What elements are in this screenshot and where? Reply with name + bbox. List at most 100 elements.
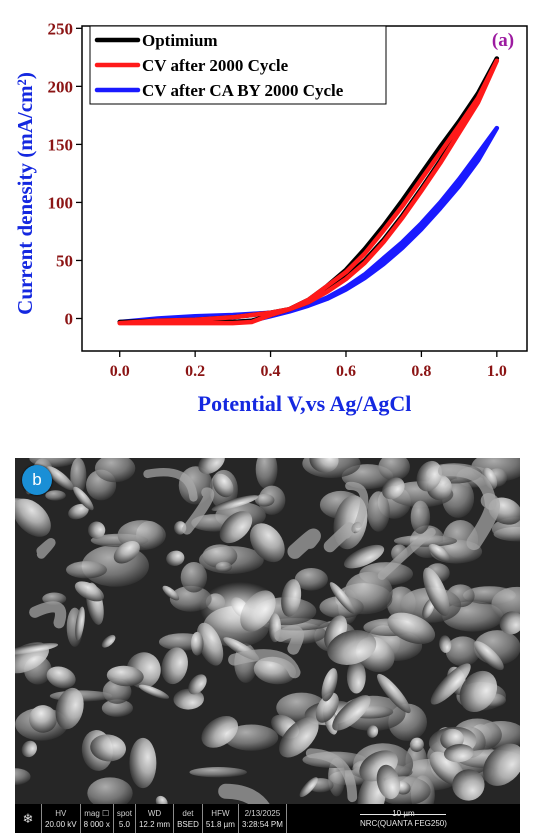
sem-particle	[90, 734, 126, 762]
y-tick-label: 150	[48, 135, 74, 154]
sem-particle	[294, 568, 328, 591]
sem-particle	[249, 523, 285, 563]
x-tick-label: 0.8	[411, 363, 431, 380]
info-cell-hv: HV 20.00 kV	[42, 804, 81, 833]
sem-particle	[106, 665, 144, 687]
sem-fiber	[29, 601, 67, 629]
sem-fiber	[377, 527, 436, 580]
x-tick-label: 0.4	[261, 363, 281, 380]
y-tick-label: 200	[48, 77, 74, 96]
sem-particle	[29, 705, 57, 733]
info-cell-hfw: HFW 51.8 µm	[203, 804, 239, 833]
sem-particle	[73, 486, 94, 511]
sem-fiber	[218, 783, 270, 804]
sem-particle	[21, 740, 37, 758]
sem-particle	[180, 562, 208, 593]
sem-particle	[224, 724, 279, 751]
info-cell-scale: 10 µm NRC(QUANTA FEG250)	[287, 804, 520, 833]
fei-logo-icon: ❄	[15, 804, 42, 833]
sem-particle	[46, 466, 74, 491]
legend-label: CV after 2000 Cycle	[142, 56, 289, 75]
sem-particle	[473, 641, 504, 671]
sem-particle	[166, 550, 185, 566]
sem-particle	[439, 635, 452, 653]
sem-particle	[129, 737, 157, 789]
sem-particle	[55, 687, 84, 730]
sem-particle	[138, 684, 170, 699]
sem-particle	[445, 636, 481, 667]
legend-label: Optimium	[142, 31, 218, 50]
sem-particle	[409, 737, 424, 752]
sem-particle	[87, 777, 133, 804]
y-tick-label: 0	[65, 310, 74, 329]
sem-bright-spot	[200, 582, 280, 634]
y-tick-label: 50	[56, 251, 73, 270]
chart-panel-a: 0.0 0.2 0.4 0.6 0.8 1.0 0 50 100 150 200 250 Potenti…	[13, 19, 528, 416]
sem-micrograph	[15, 458, 520, 804]
sem-particle	[321, 668, 338, 702]
sem-particle	[376, 764, 401, 800]
info-cell-spot: spot 5.0	[114, 804, 136, 833]
sem-particle	[422, 598, 435, 619]
sem-particle	[70, 458, 87, 495]
sem-particle	[74, 581, 104, 602]
sem-particle	[202, 544, 238, 568]
sem-particle	[211, 495, 259, 511]
sem-particle	[215, 561, 232, 572]
sem-particle	[459, 670, 498, 712]
sem-particle	[68, 503, 89, 520]
sem-particle	[15, 642, 59, 655]
sem-particle	[101, 699, 133, 717]
sem-particle	[299, 777, 318, 798]
sem-particle	[254, 493, 275, 507]
sem-fiber	[287, 528, 321, 559]
sem-particle	[255, 458, 278, 490]
sem-particle	[15, 768, 31, 785]
sem-particle	[332, 695, 371, 731]
sem-particle	[377, 673, 411, 714]
sem-particle	[46, 666, 76, 689]
sem-particle	[219, 511, 253, 544]
sem-particle	[75, 606, 85, 641]
sem-particle	[198, 458, 225, 474]
sem-particle	[281, 579, 302, 617]
sem-particle	[189, 767, 247, 778]
sem-particle	[327, 630, 377, 665]
sem-fiber	[345, 481, 369, 529]
sem-particle	[416, 460, 443, 492]
sem-particle	[15, 498, 51, 537]
scale-bar: 10 µm	[360, 808, 447, 818]
sem-particle	[45, 490, 66, 501]
sem-fiber	[274, 625, 304, 655]
sem-particle	[423, 567, 450, 616]
sem-particle	[378, 458, 410, 481]
sem-particle	[482, 743, 520, 786]
sem-particle	[113, 540, 140, 564]
y-tick-label: 100	[48, 193, 74, 212]
sem-fiber	[305, 748, 358, 803]
info-cell-mag: mag ☐ 8 000 x	[81, 804, 114, 833]
scale-bar-label: 10 µm	[392, 808, 415, 818]
y-tick-label: 250	[48, 19, 74, 38]
sem-particle	[343, 544, 385, 569]
sem-particle	[279, 717, 319, 758]
legend-label: CV after CA BY 2000 Cycle	[142, 81, 344, 100]
sem-particle	[428, 544, 451, 562]
info-cell-wd: WD 12.2 mm	[136, 804, 175, 833]
sem-particle	[329, 582, 356, 614]
sem-particle	[161, 647, 188, 685]
sem-particle	[94, 458, 136, 483]
sem-image-panel-b: b ❄ HV 20.00 kV mag ☐ 8 000 x spot 5.0 W…	[15, 458, 520, 833]
sem-particle	[499, 611, 520, 635]
sem-particle	[443, 744, 474, 763]
cv-chart: 0.0 0.2 0.4 0.6 0.8 1.0 0 50 100 150 200 250 Potenti…	[13, 19, 528, 416]
instrument-name: NRC(QUANTA FEG250)	[359, 818, 447, 828]
x-tick-label: 0.6	[336, 363, 356, 380]
y-axis-label: Current denesity (mA/cm²)	[13, 72, 37, 315]
sem-particle	[196, 622, 224, 666]
x-tick-label: 0.2	[185, 363, 205, 380]
sem-particle	[315, 692, 339, 723]
panel-a-label: (a)	[492, 30, 514, 51]
sem-particle	[452, 769, 485, 801]
series-line-1	[117, 58, 500, 326]
